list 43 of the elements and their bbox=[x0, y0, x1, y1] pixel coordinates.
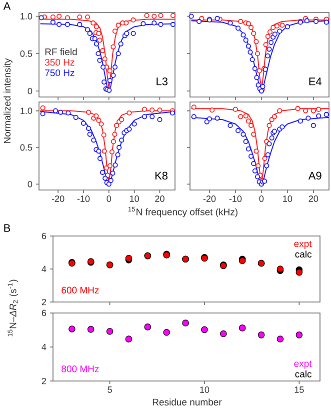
y-tick-label: 4 bbox=[42, 266, 46, 272]
x-tick-label: -20 bbox=[52, 196, 64, 202]
y-tick-label: 0 bbox=[28, 88, 32, 94]
x-tick-label: 0 bbox=[259, 196, 264, 202]
text: expt bbox=[294, 240, 312, 249]
x-tick-label: 20 bbox=[308, 196, 318, 202]
y-tick-label: 0.5 bbox=[20, 144, 32, 151]
text: 350 Hz bbox=[45, 58, 74, 66]
x-tick-label: 20 bbox=[155, 196, 164, 202]
text: A bbox=[3, 2, 11, 10]
y-tick-label: 2 bbox=[42, 378, 46, 384]
annotation: A9 bbox=[308, 172, 322, 180]
x-axis-title: $^{15}$N frequency offset (kHz) bbox=[128, 206, 238, 218]
x-tick-label: -10 bbox=[229, 196, 242, 202]
y-tick-label: 4 bbox=[42, 344, 46, 350]
annotation: 600 MHz bbox=[62, 286, 99, 294]
x-tick-label: -10 bbox=[77, 196, 90, 202]
y-tick-label: 2 bbox=[42, 298, 46, 306]
x-tick-label: -20 bbox=[203, 196, 216, 202]
x-tick-label: 10 bbox=[283, 196, 292, 202]
annotation: 800 MHz bbox=[62, 366, 99, 372]
x-tick-label: 10 bbox=[200, 386, 210, 393]
series-label: calc bbox=[295, 250, 312, 258]
text: expt bbox=[294, 360, 312, 369]
y-tick-label: 6 bbox=[42, 310, 46, 316]
legend-label: calc bbox=[295, 370, 312, 378]
text: 750 Hz bbox=[45, 69, 74, 76]
annotation: L3 bbox=[156, 78, 168, 86]
x-axis-title: Residue number bbox=[152, 398, 222, 406]
y-tick-label: 0.5 bbox=[20, 50, 32, 57]
y-tick-label: 1.0 bbox=[20, 108, 32, 114]
annotation: E4 bbox=[309, 78, 322, 86]
y-axis-title: Normalized intensity bbox=[4, 58, 12, 143]
x-tick-label: 0 bbox=[106, 196, 112, 202]
text: B bbox=[4, 224, 10, 232]
x-tick-label: 15 bbox=[294, 386, 304, 393]
annotation: K8 bbox=[155, 172, 168, 180]
x-tick-label: 5 bbox=[108, 386, 112, 393]
y-tick-label: 1.0 bbox=[20, 13, 32, 20]
x-tick-label: 10 bbox=[130, 196, 139, 202]
y-tick-label: 6 bbox=[42, 232, 46, 240]
y-tick-label: 0 bbox=[28, 180, 32, 188]
legend-title: RF field bbox=[45, 48, 77, 56]
